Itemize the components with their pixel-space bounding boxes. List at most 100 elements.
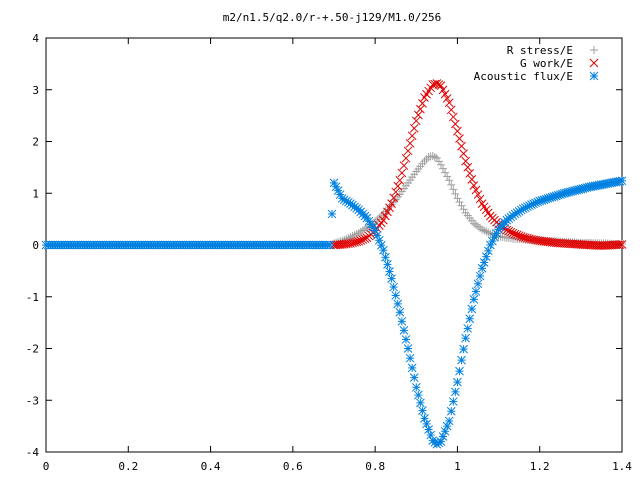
data-point bbox=[381, 252, 390, 262]
data-point bbox=[453, 194, 462, 203]
data-point bbox=[397, 316, 407, 326]
data-point bbox=[346, 233, 355, 242]
data-point bbox=[360, 225, 369, 234]
data-point bbox=[422, 155, 431, 164]
data-point bbox=[475, 271, 485, 281]
data-point bbox=[473, 190, 483, 199]
data-point bbox=[441, 168, 450, 177]
data-point bbox=[442, 94, 452, 103]
data-point bbox=[448, 112, 458, 122]
data-point bbox=[385, 203, 394, 213]
data-point bbox=[463, 162, 473, 172]
data-point bbox=[613, 240, 623, 250]
data-point bbox=[476, 223, 485, 232]
data-point bbox=[426, 152, 435, 161]
data-point bbox=[447, 180, 456, 189]
data-point bbox=[457, 355, 466, 365]
data-point bbox=[356, 227, 365, 236]
y-tick-label: 3 bbox=[32, 84, 39, 97]
data-point bbox=[395, 307, 405, 317]
data-point bbox=[457, 201, 466, 210]
y-tick-label: 1 bbox=[32, 187, 39, 200]
data-point bbox=[469, 219, 478, 228]
data-point bbox=[595, 241, 604, 250]
data-point bbox=[413, 390, 423, 400]
data-point bbox=[381, 211, 390, 221]
data-point bbox=[389, 282, 399, 292]
legend-marker bbox=[589, 58, 599, 68]
data-point bbox=[465, 168, 475, 178]
data-point bbox=[405, 138, 415, 148]
legend-label: R stress/E bbox=[507, 44, 573, 57]
data-point bbox=[329, 178, 339, 188]
data-point bbox=[411, 382, 421, 392]
data-point bbox=[418, 406, 427, 415]
data-point bbox=[453, 126, 462, 136]
data-point bbox=[455, 366, 464, 376]
chart-title: m2/n1.5/q2.0/r-+.50-j129/M1.0/256 bbox=[223, 11, 442, 24]
data-point bbox=[446, 105, 456, 115]
data-point bbox=[459, 149, 468, 159]
data-point bbox=[399, 326, 409, 335]
data-point bbox=[409, 373, 419, 382]
data-point bbox=[413, 110, 423, 120]
data-point bbox=[445, 176, 454, 185]
data-point bbox=[348, 232, 357, 241]
data-point bbox=[467, 175, 477, 184]
y-tick-label: 4 bbox=[32, 32, 39, 45]
data-point bbox=[430, 153, 439, 162]
data-point bbox=[358, 226, 367, 235]
data-point bbox=[360, 234, 370, 244]
data-point bbox=[448, 397, 458, 406]
data-point bbox=[420, 157, 429, 166]
x-tick-label: 0 bbox=[43, 460, 50, 473]
data-point bbox=[395, 175, 405, 185]
series-layer bbox=[41, 79, 627, 449]
data-point bbox=[463, 324, 473, 333]
data-point bbox=[373, 215, 382, 224]
y-tick-label: -3 bbox=[26, 394, 39, 407]
data-point bbox=[389, 193, 399, 203]
data-point bbox=[416, 104, 425, 114]
data-point bbox=[446, 406, 456, 416]
data-point bbox=[391, 187, 401, 197]
x-tick-label: 1.2 bbox=[530, 460, 550, 473]
data-point bbox=[383, 260, 392, 269]
data-point bbox=[469, 294, 479, 304]
data-point bbox=[434, 80, 444, 89]
data-point bbox=[478, 225, 487, 234]
data-point bbox=[590, 241, 600, 250]
data-point bbox=[403, 344, 413, 353]
data-point bbox=[617, 240, 627, 249]
data-point bbox=[471, 185, 481, 195]
data-point bbox=[379, 215, 388, 225]
data-point bbox=[438, 85, 448, 95]
data-point bbox=[424, 425, 433, 434]
data-point bbox=[411, 116, 421, 126]
data-point bbox=[370, 226, 380, 235]
data-point bbox=[475, 194, 485, 204]
data-point bbox=[465, 314, 475, 324]
data-point bbox=[490, 232, 499, 242]
data-point bbox=[615, 240, 625, 249]
data-point bbox=[401, 153, 411, 163]
data-point bbox=[397, 168, 407, 178]
data-point bbox=[461, 156, 471, 166]
data-point bbox=[444, 416, 454, 426]
data-point bbox=[376, 240, 386, 250]
data-point bbox=[440, 89, 450, 99]
data-point bbox=[457, 141, 466, 151]
y-tick-label: 2 bbox=[32, 136, 39, 149]
data-point bbox=[483, 246, 493, 256]
data-point bbox=[474, 222, 482, 231]
x-tick-label: 0.6 bbox=[283, 460, 303, 473]
data-point bbox=[383, 207, 392, 217]
data-point bbox=[455, 198, 464, 207]
x-tick-label: 0.2 bbox=[118, 460, 138, 473]
series-star bbox=[41, 176, 627, 449]
data-point bbox=[403, 146, 413, 156]
data-point bbox=[439, 164, 448, 173]
legend-marker bbox=[589, 71, 599, 81]
